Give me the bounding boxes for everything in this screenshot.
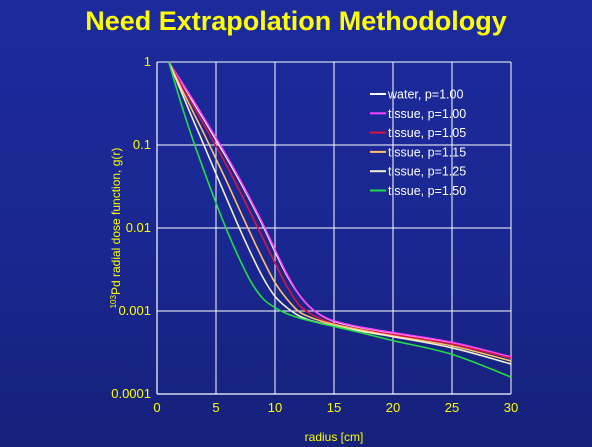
slide-title: Need Extrapolation Methodology [85,6,507,36]
legend-label-4: tissue, p=1.15 [388,145,466,159]
x-tick-label: 10 [268,400,282,415]
y-tick-label: 1 [144,54,151,69]
axes [156,62,511,395]
legend: water, p=1.00 tissue, p=1.00 tissue, p=1.0… [370,88,466,198]
legend-label-2: tissue, p=1.00 [388,107,466,121]
legend-label-5: tissue, p=1.25 [388,165,466,179]
tick-labels: 0 5 10 15 20 25 30 0.0001 0.001 0.01 0.1 1 [111,54,518,415]
legend-label-1: water, p=1.00 [387,88,463,102]
y-tick-label: 0.1 [133,137,151,152]
series-line-5 [168,61,512,365]
x-tick-label: 20 [386,400,400,415]
series-lines [168,61,512,378]
y-tick-label: 0.001 [118,303,151,318]
y-axis-title: 103Pd radial dose function, g(r) [109,148,124,309]
grid-lines [157,61,512,395]
y-axis-title-text: Pd radial dose function, g(r) [109,148,123,295]
x-tick-label: 0 [153,400,160,415]
x-tick-label: 15 [327,400,341,415]
legend-label-6: tissue, p=1.50 [388,184,466,198]
y-tick-label: 0.0001 [111,386,151,401]
x-tick-label: 25 [445,400,459,415]
series-line-2 [168,61,512,358]
x-tick-label: 30 [504,400,518,415]
x-axis-title: radius [cm] [305,430,364,444]
y-tick-label: 0.01 [126,220,151,235]
y-axis-title-superscript: 103 [109,294,118,308]
series-line-6 [168,61,512,378]
legend-label-3: tissue, p=1.05 [388,126,466,140]
x-tick-label: 5 [212,400,219,415]
series-line-4 [168,61,512,362]
